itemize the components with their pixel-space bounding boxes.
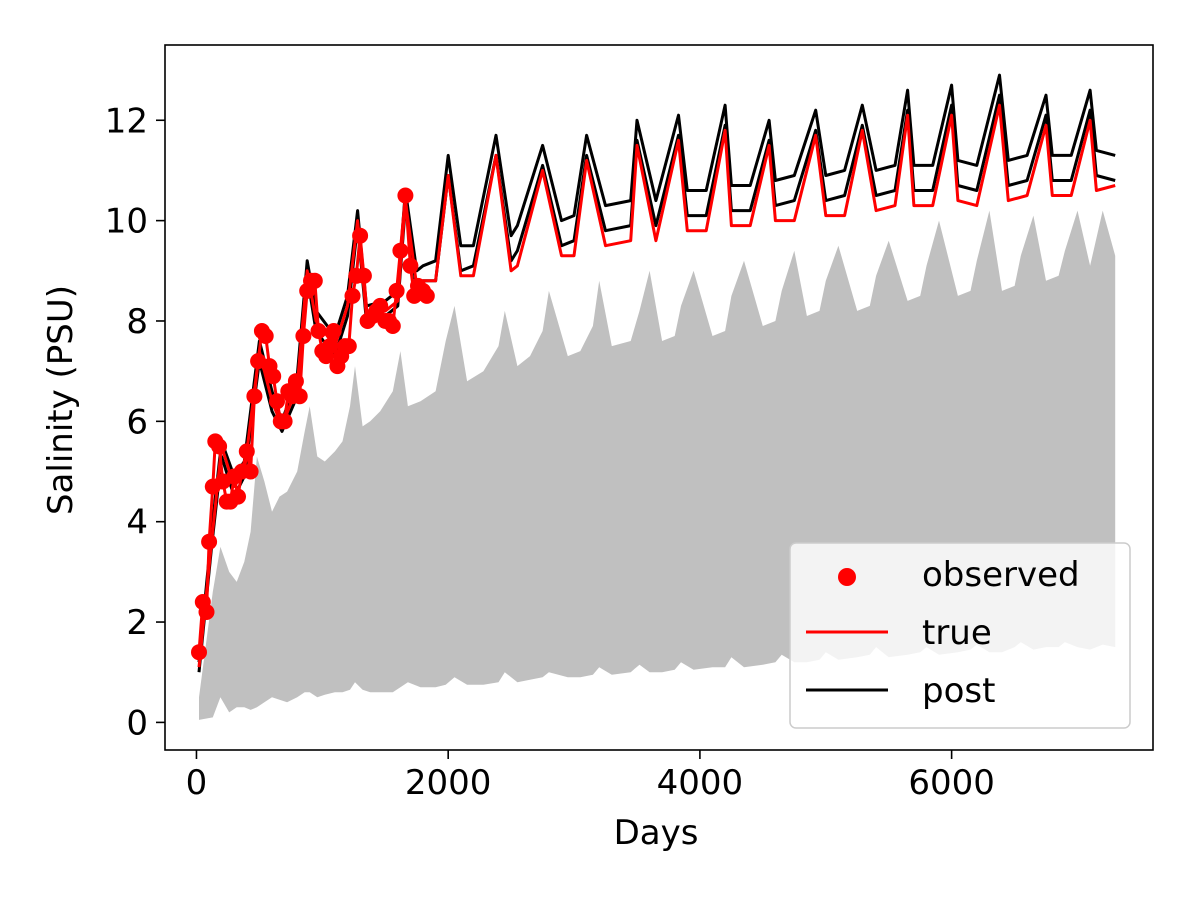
observed-point: [418, 287, 435, 304]
observed-point: [242, 463, 259, 480]
plot-frame: [164, 44, 1154, 751]
y-tick-label: 4: [126, 503, 148, 543]
y-tick-label: 6: [126, 402, 148, 442]
observed-point: [269, 393, 285, 410]
observed-point: [287, 373, 304, 390]
observed-point: [291, 388, 308, 405]
legend-box: [789, 542, 1131, 729]
legend-observed-marker: [838, 568, 856, 586]
observed-point: [397, 187, 414, 204]
observed-point: [352, 227, 369, 244]
observed-point: [384, 318, 401, 334]
y-tick-label: 12: [105, 101, 148, 141]
x-tick-label: 0: [186, 763, 208, 803]
observed-points-layer: [191, 187, 435, 661]
x-tick-label: 4000: [657, 763, 744, 803]
observed-point: [388, 282, 405, 299]
observed-point: [211, 438, 228, 455]
x-axis: 0 2000 4000 6000: [186, 750, 995, 803]
legend: observed true post: [789, 542, 1131, 729]
x-tick-label: 6000: [908, 763, 995, 803]
y-axis-label: Salinity (PSU): [41, 285, 81, 515]
y-tick-label: 8: [126, 302, 148, 342]
observed-point: [201, 533, 218, 550]
x-tick-label: 2000: [405, 763, 492, 803]
true-line: [197, 103, 1116, 668]
observed-point: [257, 328, 274, 344]
legend-observed-label: observed: [922, 555, 1080, 595]
legend-post-label: post: [922, 671, 995, 711]
y-tick-label: 10: [105, 202, 148, 242]
observed-point: [295, 328, 312, 344]
observed-point: [372, 297, 389, 314]
observed-point: [265, 368, 282, 385]
observed-point: [238, 443, 255, 460]
observed-point: [321, 338, 338, 355]
observed-point: [310, 323, 327, 339]
legend-true-label: true: [922, 613, 992, 653]
observed-point: [392, 242, 409, 259]
observed-point: [246, 388, 263, 405]
x-axis-label: Days: [614, 813, 699, 853]
observed-point: [191, 644, 207, 661]
observed-point: [306, 272, 323, 289]
y-tick-label: 2: [126, 603, 148, 643]
observed-point: [344, 287, 361, 304]
observed-point: [355, 267, 372, 284]
observed-point: [230, 488, 246, 505]
observed-point: [198, 604, 215, 620]
observed-point: [340, 338, 357, 355]
observed-point: [276, 413, 293, 430]
y-tick-label: 0: [126, 703, 148, 743]
y-axis: 0 2 4 6 8 10 12: [105, 101, 165, 743]
observed-point: [402, 257, 419, 274]
observed-point: [325, 323, 342, 339]
